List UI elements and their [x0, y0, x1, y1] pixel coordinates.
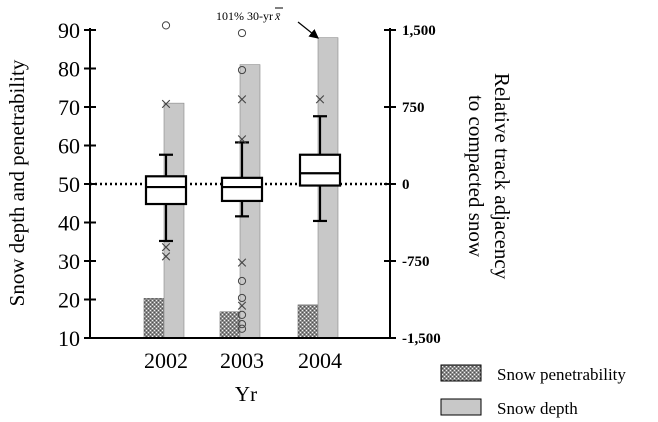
right-tick-label-4: 1,500 [402, 23, 436, 39]
outlier-x-stroke-b [161, 99, 171, 109]
plot-area [90, 21, 390, 339]
outlier-x-2002-0 [161, 99, 171, 109]
outlier-x-stroke-b [237, 301, 247, 310]
annotation-text: 101% 30-yr [216, 9, 273, 23]
left-tick-label-80: 80 [58, 57, 80, 82]
right-tick-label-1: -750 [402, 254, 430, 270]
x-tick-label-2003: 2003 [220, 348, 264, 373]
outlier-circle-2003-3 [237, 293, 247, 303]
y2-axis-title-line-1: Relative track adjacency [490, 73, 514, 280]
x-axis: 2002 2003 2004 [90, 337, 390, 373]
annotation-mean-symbol: x̄ [274, 9, 281, 23]
left-tick-label-20: 20 [58, 288, 80, 313]
outlier-x-2003-2 [237, 258, 247, 267]
outlier-x-stroke-b [315, 95, 325, 104]
outlier-circle-2003-5 [237, 320, 247, 329]
left-tick-label-50: 50 [58, 172, 80, 197]
left-tick-label-90: 90 [58, 18, 80, 43]
left-tick-label-30: 30 [58, 249, 80, 274]
outlier-x-stroke-b [161, 252, 171, 261]
x-tick-label-2004: 2004 [298, 348, 342, 373]
y-axis-title: Snow depth and penetrability [5, 59, 29, 306]
legend-swatch-penetrability [440, 364, 482, 382]
outlier-x-2002-2 [161, 252, 171, 261]
outlier-x-stroke-b [237, 135, 247, 144]
outlier-x-2002-1 [161, 242, 171, 252]
outlier-circle-2003-1 [237, 65, 247, 75]
box-2002 [144, 175, 188, 206]
right-axis: -1,500 -750 0 750 1,500 [384, 23, 441, 347]
boxplot-2003 [220, 141, 264, 218]
right-tick-label-0: -1,500 [402, 331, 441, 347]
outlier-circle-2002-0 [161, 21, 171, 30]
left-tick-label-40: 40 [58, 211, 80, 236]
outlier-circle-2003-6 [237, 324, 247, 333]
annotation-30yr-mean: 101% 30-yr x̄ [216, 7, 319, 39]
legend-label-depth: Snow depth [497, 399, 578, 418]
box-2003 [220, 176, 264, 203]
legend-label-penetrability: Snow penetrability [497, 365, 626, 384]
bar-penetrability-2004 [297, 304, 319, 339]
outlier-circle-2003-2 [237, 276, 247, 286]
y2-axis-title-line-2: to compacted snow [464, 95, 488, 258]
boxplot-2002 [144, 153, 188, 243]
boxplot-2004 [298, 115, 342, 223]
x-axis-title: Yr [235, 382, 257, 406]
outlier-circle-2003-0 [237, 28, 247, 38]
left-tick-label-70: 70 [58, 95, 80, 120]
outlier-x-2004-0 [315, 95, 325, 104]
bar-penetrability-2003 [219, 311, 241, 339]
left-tick-label-10: 10 [58, 326, 80, 351]
legend-swatch-depth [440, 398, 482, 416]
bar-penetrability-2002 [143, 298, 165, 339]
outlier-x-stroke-b [161, 242, 171, 252]
outlier-circle-2003-4 [237, 310, 247, 319]
outlier-x-2003-1 [237, 135, 247, 144]
right-tick-label-2: 0 [402, 177, 410, 193]
left-axis: 10 20 30 40 50 60 70 80 90 [58, 18, 96, 351]
outlier-x-2003-3 [237, 301, 247, 310]
outlier-x-2003-0 [237, 95, 247, 104]
annotation-arrow [297, 21, 319, 39]
x-tick-label-2002: 2002 [144, 348, 188, 373]
left-tick-label-60: 60 [58, 134, 80, 159]
outlier-x-stroke-b [237, 95, 247, 104]
outlier-x-stroke-b [237, 258, 247, 267]
box-2004 [298, 153, 342, 187]
legend: Snow penetrability Snow depth [440, 364, 626, 418]
right-tick-label-3: 750 [402, 100, 425, 116]
